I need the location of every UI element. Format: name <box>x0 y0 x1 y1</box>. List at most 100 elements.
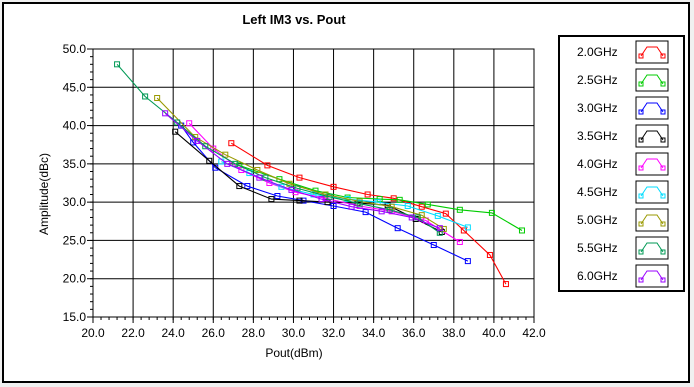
data-point-2.5GHz <box>424 201 431 208</box>
data-point-6.0GHz <box>378 208 385 215</box>
y-tick-label: 20.0 <box>63 272 87 286</box>
series-lines <box>114 61 525 288</box>
data-point-2.0GHz <box>228 140 235 147</box>
x-tick-label: 32.0 <box>322 326 346 340</box>
legend-swatch-line <box>640 270 664 281</box>
legend-label-5.5GHz: 5.5GHz <box>577 241 618 255</box>
data-point-6.0GHz <box>348 203 355 210</box>
data-point-2.0GHz <box>502 281 509 288</box>
legend-label-5.0GHz: 5.0GHz <box>577 213 618 227</box>
data-point-2.0GHz <box>486 251 493 258</box>
y-tick-label: 35.0 <box>63 157 87 171</box>
data-point-3.0GHz <box>244 183 251 190</box>
data-point-4.0GHz <box>456 238 463 245</box>
data-point-2.0GHz <box>296 174 303 181</box>
data-point-4.5GHz <box>434 212 441 219</box>
data-point-2.0GHz <box>330 183 337 190</box>
legend-swatch-box <box>635 96 669 120</box>
data-point-5.5GHz <box>356 200 363 207</box>
x-tick-label: 36.0 <box>402 326 426 340</box>
series-line-2.0GHz <box>231 142 507 285</box>
legend-swatch-marker <box>638 249 644 255</box>
data-point-2.0GHz <box>418 203 425 210</box>
legend-swatch-marker <box>638 53 644 59</box>
y-tick-label: 15.0 <box>63 310 87 324</box>
data-point-5.5GHz <box>142 93 149 100</box>
axis-ticks: 20.0 22.0 24.0 26.0 28.0 30.0 32.0 34.0 36.0 38.0… <box>63 42 546 340</box>
x-tick-label: 28.0 <box>242 326 266 340</box>
data-point-2.5GHz <box>396 196 403 203</box>
legend-label-2.0GHz: 2.0GHz <box>577 45 618 59</box>
legend-swatch-marker <box>638 277 644 283</box>
data-point-2.0GHz <box>264 162 271 169</box>
legend-swatch-marker <box>660 53 666 59</box>
data-point-2.5GHz <box>488 209 495 216</box>
data-point-2.0GHz <box>390 195 397 202</box>
legend-swatch-marker <box>660 193 666 199</box>
data-point-3.0GHz <box>464 258 471 265</box>
legend-swatch-line <box>640 46 664 57</box>
im3-line-chart: Left IM3 vs. Pout Pout(dBm) Amplitude(dB… <box>37 12 685 360</box>
data-point-2.5GHz <box>518 227 525 234</box>
series-line-6.0GHz <box>164 112 440 229</box>
grid <box>92 48 535 318</box>
legend-swatch-marker <box>660 221 666 227</box>
y-tick-label: 40.0 <box>63 119 87 133</box>
data-point-3.5GHz <box>296 197 303 204</box>
chart-frame: Left IM3 vs. Pout Pout(dBm) Amplitude(dB… <box>2 2 690 383</box>
legend-swatch-marker <box>638 109 644 115</box>
data-point-4.5GHz <box>404 202 411 209</box>
series-line-3.5GHz <box>174 131 443 233</box>
legend-label-6.0GHz: 6.0GHz <box>577 269 618 283</box>
data-point-6.0GHz <box>436 225 443 232</box>
legend-swatch-box <box>635 152 669 176</box>
data-point-5.5GHz <box>174 119 181 126</box>
legend-swatch-marker <box>660 165 666 171</box>
data-point-5.0GHz <box>154 95 161 102</box>
data-point-3.0GHz <box>430 242 437 249</box>
legend-swatch-line <box>640 74 664 85</box>
legend-swatch-line <box>640 130 664 141</box>
data-point-4.5GHz <box>464 224 471 231</box>
data-point-3.0GHz <box>394 225 401 232</box>
legend-swatch-line <box>640 102 664 113</box>
data-point-5.5GHz <box>114 61 121 68</box>
legend-label-2.5GHz: 2.5GHz <box>577 73 618 87</box>
legend-swatch-marker <box>638 193 644 199</box>
x-tick-label: 30.0 <box>282 326 306 340</box>
data-point-5.5GHz <box>232 160 239 167</box>
legend-swatch-box <box>635 180 669 204</box>
legend-swatch-box <box>635 68 669 92</box>
data-point-5.0GHz <box>440 225 447 232</box>
series-line-2.5GHz <box>239 164 523 231</box>
data-point-6.0GHz <box>318 196 325 203</box>
series-line-5.5GHz <box>116 63 441 234</box>
legend-swatch-box <box>635 236 669 260</box>
x-tick-label: 20.0 <box>81 326 105 340</box>
data-point-2.0GHz <box>364 191 371 198</box>
data-point-5.5GHz <box>294 185 301 192</box>
legend-swatch-marker <box>660 109 666 115</box>
data-point-3.5GHz <box>206 157 213 164</box>
data-point-5.5GHz <box>386 206 393 213</box>
y-tick-label: 45.0 <box>63 80 87 94</box>
legend: 2.0GHz 2.5GHz 3.0GHz 3.5GHz 4.0GHz 4.5GHz 5.0G… <box>558 35 685 292</box>
legend-swatch-line <box>640 214 664 225</box>
data-point-2.5GHz <box>276 176 283 183</box>
legend-swatch-marker <box>660 277 666 283</box>
plot-area-border <box>92 48 535 318</box>
legend-swatch-box <box>635 264 669 288</box>
data-point-3.0GHz <box>330 202 337 209</box>
data-point-2.0GHz <box>442 210 449 217</box>
data-point-3.5GHz <box>268 196 275 203</box>
legend-swatch-marker <box>660 137 666 143</box>
x-tick-label: 42.0 <box>522 326 546 340</box>
series-line-5.0GHz <box>156 97 445 230</box>
legend-swatch-line <box>640 242 664 253</box>
data-point-4.0GHz <box>238 166 245 173</box>
data-point-2.0GHz <box>460 227 467 234</box>
data-point-5.0GHz <box>254 166 261 173</box>
legend-swatch-box <box>635 208 669 232</box>
data-point-3.5GHz <box>172 128 179 135</box>
legend-label-4.0GHz: 4.0GHz <box>577 157 618 171</box>
